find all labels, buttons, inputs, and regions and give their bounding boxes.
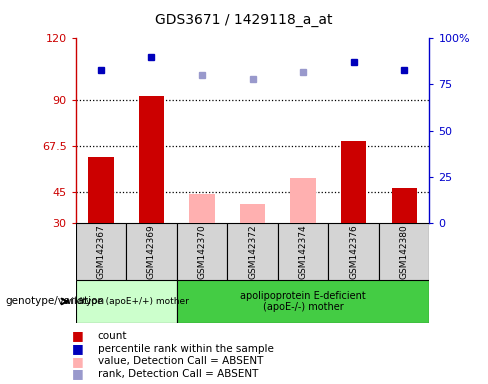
FancyBboxPatch shape — [76, 223, 126, 280]
Text: GSM142376: GSM142376 — [349, 224, 358, 279]
Text: value, Detection Call = ABSENT: value, Detection Call = ABSENT — [98, 356, 263, 366]
FancyBboxPatch shape — [328, 223, 379, 280]
Text: count: count — [98, 331, 127, 341]
Bar — [341, 141, 366, 223]
FancyBboxPatch shape — [126, 223, 177, 280]
Text: GDS3671 / 1429118_a_at: GDS3671 / 1429118_a_at — [155, 13, 333, 27]
Text: ■: ■ — [72, 355, 84, 368]
Text: GSM142374: GSM142374 — [299, 224, 307, 279]
FancyBboxPatch shape — [379, 223, 429, 280]
Bar — [391, 188, 417, 223]
Text: rank, Detection Call = ABSENT: rank, Detection Call = ABSENT — [98, 369, 258, 379]
FancyBboxPatch shape — [227, 223, 278, 280]
Text: GSM142370: GSM142370 — [198, 224, 206, 279]
Text: GSM142369: GSM142369 — [147, 224, 156, 279]
FancyBboxPatch shape — [177, 280, 429, 323]
Text: ■: ■ — [72, 329, 84, 343]
Text: percentile rank within the sample: percentile rank within the sample — [98, 344, 273, 354]
Text: GSM142367: GSM142367 — [97, 224, 105, 279]
FancyBboxPatch shape — [278, 223, 328, 280]
Text: ■: ■ — [72, 367, 84, 381]
Bar — [290, 178, 316, 223]
Bar — [189, 194, 215, 223]
Text: GSM142372: GSM142372 — [248, 224, 257, 279]
Bar — [139, 96, 164, 223]
FancyBboxPatch shape — [76, 280, 177, 323]
Text: ■: ■ — [72, 342, 84, 355]
Text: genotype/variation: genotype/variation — [5, 296, 104, 306]
Text: wildtype (apoE+/+) mother: wildtype (apoE+/+) mother — [64, 297, 189, 306]
Bar — [240, 204, 265, 223]
FancyBboxPatch shape — [177, 223, 227, 280]
Text: apolipoprotein E-deficient
(apoE-/-) mother: apolipoprotein E-deficient (apoE-/-) mot… — [240, 291, 366, 312]
Text: GSM142380: GSM142380 — [400, 224, 408, 279]
Bar — [88, 157, 114, 223]
